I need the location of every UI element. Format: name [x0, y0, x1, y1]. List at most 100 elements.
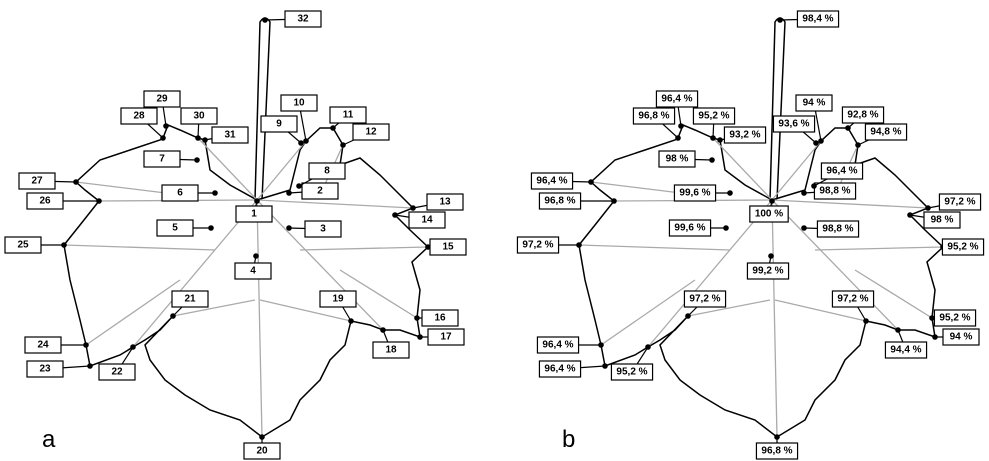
point [855, 142, 861, 148]
label-box [408, 211, 446, 229]
point [340, 142, 346, 148]
label-box [426, 193, 464, 211]
point-label: 97,2 % [689, 294, 720, 305]
point-label: 93,6 % [778, 119, 809, 130]
label-box [4, 236, 42, 254]
label-box [923, 211, 961, 229]
point [259, 434, 265, 440]
point-label: 4 [250, 266, 256, 277]
point-label: 100 % [755, 209, 783, 220]
point [801, 225, 807, 231]
label-box [723, 126, 767, 144]
point-label: 96,4 % [661, 94, 692, 105]
label-box [673, 184, 717, 202]
label-box [234, 262, 272, 280]
label-box [668, 219, 712, 237]
point [675, 135, 681, 141]
point [286, 190, 292, 196]
point-label: 25 [17, 240, 29, 251]
panel-label: b [562, 426, 575, 453]
point-label: 32 [297, 14, 309, 25]
label-box [755, 442, 799, 460]
label-box [143, 90, 181, 108]
point [87, 363, 93, 369]
label-box [632, 107, 676, 125]
point-label: 30 [193, 111, 205, 122]
label-box [18, 172, 56, 190]
point [907, 212, 913, 218]
point-label: 93,2 % [729, 130, 760, 141]
point [96, 198, 102, 204]
point-label: 21 [184, 294, 196, 305]
label-box [301, 182, 339, 200]
label-box [308, 162, 346, 180]
label-box [304, 220, 342, 238]
label-box [746, 262, 790, 280]
point-label: 95,2 % [698, 111, 729, 122]
label-box [942, 328, 980, 346]
point-label: 2 [317, 186, 323, 197]
point [286, 225, 292, 231]
point [414, 315, 420, 321]
label-box [884, 341, 928, 359]
point [262, 17, 268, 23]
label-box [284, 10, 322, 28]
point [727, 190, 733, 196]
point [194, 157, 200, 163]
point-label: 96,4 % [826, 166, 857, 177]
label-box [243, 442, 281, 460]
point-label: 26 [39, 196, 51, 207]
label-box [530, 172, 574, 190]
point-label: 99,2 % [752, 266, 783, 277]
point-label: 96,8 % [544, 196, 575, 207]
point [709, 157, 715, 163]
point [208, 225, 214, 231]
point [645, 344, 651, 350]
label-box [26, 360, 64, 378]
point [801, 190, 807, 196]
point-label: 22 [111, 367, 123, 378]
point-label: 29 [156, 94, 168, 105]
label-box [171, 290, 209, 308]
point [717, 137, 723, 143]
point-label: 10 [293, 98, 305, 109]
label-box [816, 220, 860, 238]
point [392, 212, 398, 218]
label-box [692, 107, 736, 125]
point [845, 125, 851, 131]
label-box [352, 123, 390, 141]
point-label: 31 [224, 130, 236, 141]
point-label: 18 [385, 345, 397, 356]
point [768, 253, 774, 259]
point [202, 137, 208, 143]
label-box [655, 90, 699, 108]
label-box [98, 363, 136, 381]
point-label: 92,8 % [847, 110, 878, 121]
point-label: 8 [324, 166, 330, 177]
point [678, 123, 684, 129]
point [710, 135, 716, 141]
label-box [683, 290, 727, 308]
point [410, 205, 416, 211]
point-label: 9 [276, 119, 282, 130]
point [774, 434, 780, 440]
point-label: 98,8 % [819, 186, 850, 197]
label-box [429, 238, 467, 256]
point [611, 198, 617, 204]
point-label: 99,6 % [679, 188, 710, 199]
label-box [143, 150, 181, 168]
label-box [813, 182, 857, 200]
label-box [280, 94, 318, 112]
label-box [329, 106, 367, 124]
label-box [796, 10, 840, 28]
point-label: 96,8 % [638, 111, 669, 122]
point [925, 205, 931, 211]
label-box [864, 123, 908, 141]
point-label: 7 [159, 154, 165, 165]
label-box [536, 336, 580, 354]
point-label: 1 [251, 209, 257, 220]
point [170, 313, 176, 319]
point-label: 97,2 % [522, 240, 553, 251]
